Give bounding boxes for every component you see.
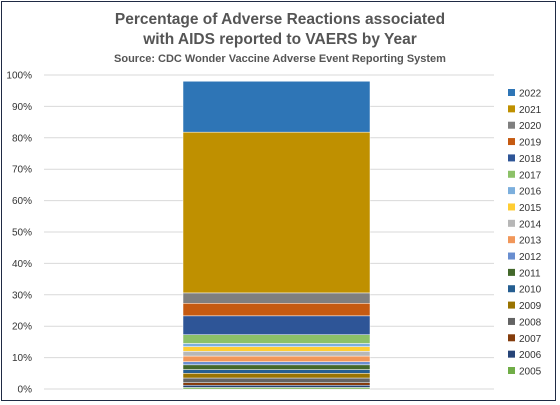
bar-segment-2011: [182, 364, 371, 370]
bar-segment-2010: [182, 369, 371, 374]
y-tick-label: 60%: [12, 196, 32, 207]
legend-swatch: [508, 138, 515, 146]
legend-item-2009: 2009: [508, 301, 542, 312]
y-tick-label: 100%: [6, 71, 32, 82]
legend-item-2010: 2010: [508, 285, 542, 296]
legend-swatch: [508, 252, 515, 260]
legend-item-2017: 2017: [508, 170, 542, 181]
chart-title-line-1: Percentage of Adverse Reactions associat…: [115, 11, 445, 28]
legend-swatch: [508, 317, 515, 325]
bar-segment-2008: [182, 377, 371, 383]
legend-swatch: [508, 89, 515, 96]
y-tick-label: 40%: [12, 259, 32, 270]
legend-label: 2006: [519, 350, 542, 361]
y-tick-label: 0%: [18, 385, 33, 396]
bar-segment-2014: [182, 351, 371, 357]
legend-item-2007: 2007: [508, 334, 542, 345]
legend-label: 2020: [519, 121, 542, 132]
legend: 2022 2021 2020 2019 2018 2017 2016 2015 2014 2013…: [508, 89, 542, 378]
chart-title-line-2: with AIDS reported to VAERS by Year: [142, 31, 417, 48]
legend-label: 2015: [519, 203, 542, 214]
y-tick-label: 10%: [12, 353, 32, 364]
legend-label: 2013: [519, 236, 542, 247]
legend-label: 2005: [519, 367, 542, 378]
bar-segment-2019: [182, 303, 371, 317]
legend-label: 2019: [519, 138, 542, 149]
legend-label: 2016: [519, 187, 542, 198]
legend-label: 2014: [519, 219, 542, 230]
legend-item-2014: 2014: [508, 219, 542, 230]
legend-item-2011: 2011: [508, 268, 541, 279]
legend-label: 2018: [519, 154, 542, 165]
legend-swatch: [508, 154, 515, 162]
y-tick-label: 70%: [12, 165, 32, 176]
legend-item-2006: 2006: [508, 350, 542, 361]
legend-label: 2008: [519, 317, 542, 328]
bar-segment-2020: [182, 292, 371, 304]
y-tick-label: 20%: [12, 322, 32, 333]
y-tick-label: 30%: [12, 290, 32, 301]
bar-segment-2018: [182, 315, 371, 335]
legend-swatch: [508, 170, 515, 178]
legend-label: 2010: [519, 285, 542, 296]
legend-item-2015: 2015: [508, 203, 542, 214]
legend-item-2022: 2022: [508, 89, 542, 100]
legend-item-2012: 2012: [508, 252, 542, 263]
legend-label: 2009: [519, 301, 542, 312]
legend-swatch: [508, 105, 515, 113]
legend-item-2013: 2013: [508, 236, 542, 247]
legend-label: 2007: [519, 334, 542, 345]
bar-segment-2009: [182, 373, 371, 379]
legend-swatch: [508, 334, 515, 342]
legend-swatch: [508, 301, 515, 309]
legend-swatch: [508, 268, 515, 276]
y-tick-label: 50%: [12, 228, 32, 239]
legend-item-2020: 2020: [508, 121, 542, 132]
legend-swatch: [508, 285, 515, 293]
legend-swatch: [508, 187, 515, 195]
legend-item-2019: 2019: [508, 138, 542, 149]
legend-item-2008: 2008: [508, 317, 542, 328]
legend-label: 2011: [519, 268, 541, 279]
legend-item-2005: 2005: [508, 367, 542, 378]
legend-swatch: [508, 350, 515, 358]
chart-subtitle: Source: CDC Wonder Vaccine Adverse Event…: [114, 53, 446, 65]
legend-label: 2021: [519, 105, 542, 116]
legend-item-2016: 2016: [508, 187, 542, 198]
bar-segment-2015: [182, 346, 371, 352]
stacked-bar: [182, 81, 371, 390]
legend-item-2021: 2021: [508, 105, 542, 116]
bar-segment-2022: [182, 81, 371, 133]
legend-label: 2012: [519, 252, 542, 263]
legend-label: 2017: [519, 170, 542, 181]
bar-segment-2021: [182, 131, 371, 294]
legend-swatch: [508, 219, 515, 227]
legend-swatch: [508, 121, 515, 129]
bar-segment-2017: [182, 334, 371, 344]
y-tick-label: 90%: [12, 102, 32, 113]
legend-swatch: [508, 203, 515, 211]
y-tick-label: 80%: [12, 133, 32, 144]
legend-item-2018: 2018: [508, 154, 542, 165]
bar-segment-2013: [182, 355, 371, 362]
bar-segment-2007: [182, 382, 371, 386]
bar-segment-2012: [182, 361, 371, 366]
legend-swatch: [508, 236, 515, 244]
bar-segment-2006: [182, 384, 371, 388]
bar-segment-2016: [182, 343, 371, 347]
legend-swatch: [508, 367, 515, 374]
legend-label: 2022: [519, 89, 542, 100]
y-axis-ticks: 0% 10% 20% 30% 40% 50% 60% 70% 80% 90% 100%: [6, 71, 32, 396]
